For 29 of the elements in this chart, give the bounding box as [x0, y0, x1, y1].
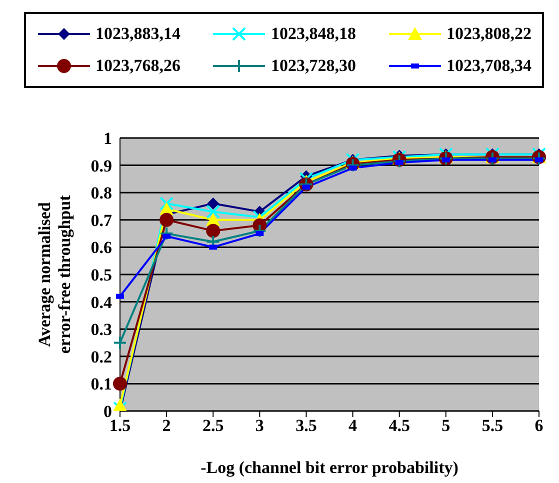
x-tick-label: 5.5 [482, 416, 504, 436]
y-tick-label: 0.6 [90, 238, 112, 258]
legend-label: 1023,768,26 [96, 56, 180, 76]
y-tick-label: 0.3 [90, 320, 112, 340]
y-tick-label: 0.8 [90, 184, 112, 203]
y-tick-label: 0.9 [90, 156, 112, 176]
x-tick-label: 3.5 [296, 416, 317, 436]
x-tick-label: 2.5 [202, 416, 224, 436]
x-tick-label: 2 [162, 416, 171, 436]
x-tick-label: 1.5 [109, 416, 131, 436]
legend-label: 1023,728,30 [271, 56, 356, 76]
x-tick-label: 3 [255, 416, 264, 436]
y-axis-title: Average normalised error-free throughput [35, 194, 74, 354]
y-tick-label: 1 [104, 129, 112, 148]
y-tick-label: 0.2 [90, 347, 112, 366]
x-tick-label: 5 [442, 416, 450, 436]
y-tick-label: 0 [104, 402, 112, 422]
x-axis-title: -Log (channel bit error probability) [200, 458, 458, 477]
y-tick-label: 0.4 [90, 292, 112, 312]
legend-label: 1023,708,34 [446, 56, 532, 76]
x-tick-label: 4.5 [388, 416, 410, 436]
y-tick-label: 0.5 [90, 266, 112, 285]
x-tick-label: 6 [534, 416, 544, 436]
legend-label: 1023,808,22 [446, 24, 532, 44]
y-tick-label: 0.1 [90, 374, 112, 394]
legend-label: 1023,848,18 [271, 24, 356, 44]
x-tick-label: 4 [348, 416, 358, 436]
y-tick-label: 0.7 [90, 210, 112, 230]
legend-label: 1023,883,14 [96, 24, 180, 44]
